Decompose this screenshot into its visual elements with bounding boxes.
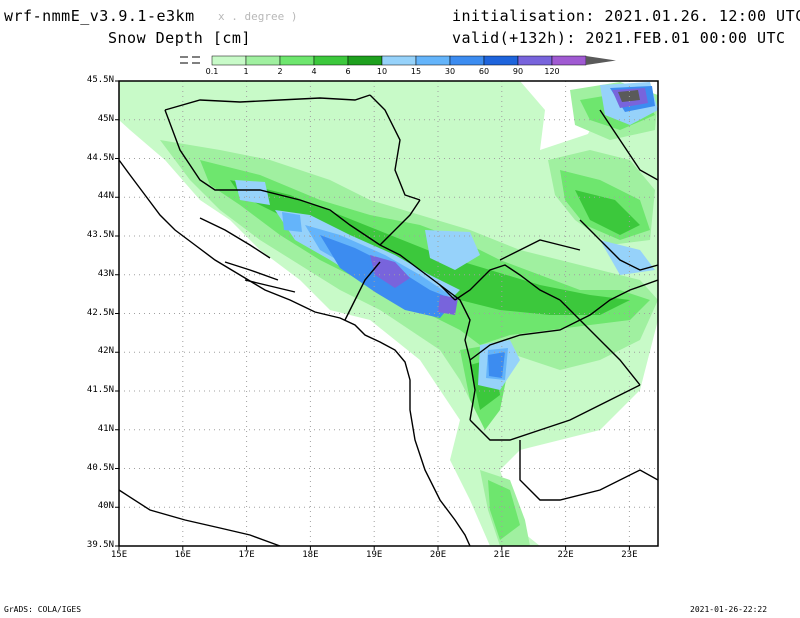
lat-label: 41N: [97, 423, 114, 434]
lat-label: 45.5N: [86, 75, 114, 85]
lon-label: 15E: [110, 550, 128, 560]
lat-label: 45N: [97, 113, 114, 124]
lat-label: 42.5N: [86, 307, 114, 318]
colorbar-label: 60: [479, 67, 489, 76]
colorbar-under-indicator: [180, 56, 200, 64]
lat-label: 40.5N: [86, 462, 114, 473]
colorbar-label: 0.1: [206, 67, 219, 76]
coastlines-and-borders: [119, 94, 658, 546]
lon-label: 16E: [174, 550, 191, 560]
valid-time: valid(+132h): 2021.FEB.01 00:00 UTC: [452, 29, 786, 47]
lon-label: 18E: [302, 550, 319, 560]
footer-timestamp: 2021-01-26-22:22: [690, 605, 768, 614]
model-title: wrf-nmmE_v3.9.1-e3km: [4, 7, 195, 25]
colorbar-label: 10: [377, 67, 387, 76]
lon-label: 23E: [621, 550, 638, 560]
colorbar-label: 6: [345, 67, 350, 76]
lat-label: 41.5N: [86, 385, 114, 395]
colorbar-label: 30: [445, 67, 455, 76]
lon-label: 17E: [238, 550, 255, 560]
lat-label: 44N: [97, 191, 114, 202]
colorbar-label: 2: [277, 67, 282, 76]
footer-credit: GrADS: COLA/IGES: [4, 605, 82, 614]
colorbar-label: 90: [513, 67, 523, 76]
colorbar-overflow-triangle: [586, 56, 616, 65]
lat-label: 43N: [97, 268, 114, 279]
init-time: initialisation: 2021.01.26. 12:00 UTC: [452, 7, 800, 25]
colorbar-label: 15: [411, 67, 421, 76]
lon-label: 20E: [429, 550, 447, 560]
axis-ticks: [115, 80, 630, 550]
lon-label: 21E: [493, 550, 510, 560]
lat-label: 39.5N: [86, 540, 114, 550]
lat-label: 43.5N: [86, 230, 114, 240]
colorbar-label: 1: [243, 67, 248, 76]
lon-label: 22E: [557, 550, 574, 560]
lat-label: 44.5N: [86, 152, 114, 163]
model-resolution-note: x . degree ): [218, 10, 298, 23]
variable-title: Snow Depth [cm]: [108, 29, 251, 47]
lat-label: 42N: [97, 346, 114, 357]
lon-label: 19E: [366, 550, 383, 560]
colorbar-label: 120: [544, 67, 559, 76]
lat-label: 40N: [97, 501, 114, 512]
colorbar-label: 4: [311, 67, 316, 76]
snow-depth-field: [119, 81, 658, 546]
